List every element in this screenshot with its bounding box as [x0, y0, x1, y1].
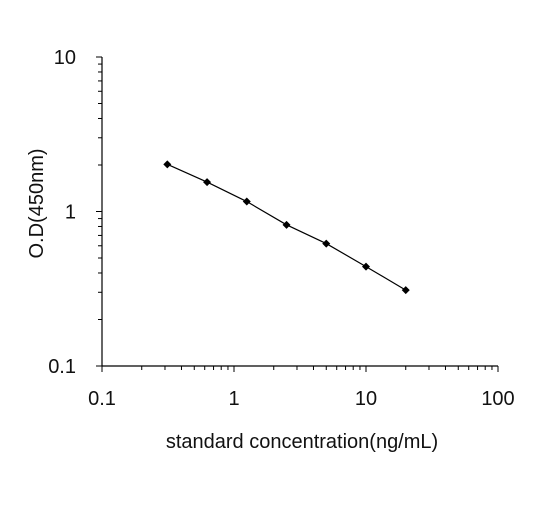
data-point	[163, 160, 172, 169]
y-tick-label: 0.1	[48, 356, 76, 378]
tick-labels: 0.1 1 10 100 0.1 1 10	[48, 47, 515, 410]
y-axis-title: O.D(450nm)	[26, 148, 48, 258]
data-point	[282, 220, 291, 229]
y-tick-label: 10	[54, 47, 76, 69]
data-point	[362, 262, 370, 271]
data-point	[203, 178, 212, 187]
x-tick-label: 10	[355, 388, 377, 410]
axes	[96, 56, 499, 372]
x-tick-label: 100	[481, 388, 514, 410]
x-tick-label: 0.1	[88, 388, 116, 410]
plot-area	[163, 160, 410, 295]
data-point	[401, 286, 410, 295]
x-axis-title: standard concentration(ng/mL)	[166, 431, 438, 453]
major-ticks	[96, 56, 499, 372]
minor-ticks	[98, 63, 493, 370]
data-point	[242, 197, 251, 206]
x-tick-label: 1	[228, 388, 239, 410]
y-tick-label: 1	[65, 202, 76, 224]
data-point	[322, 239, 331, 248]
